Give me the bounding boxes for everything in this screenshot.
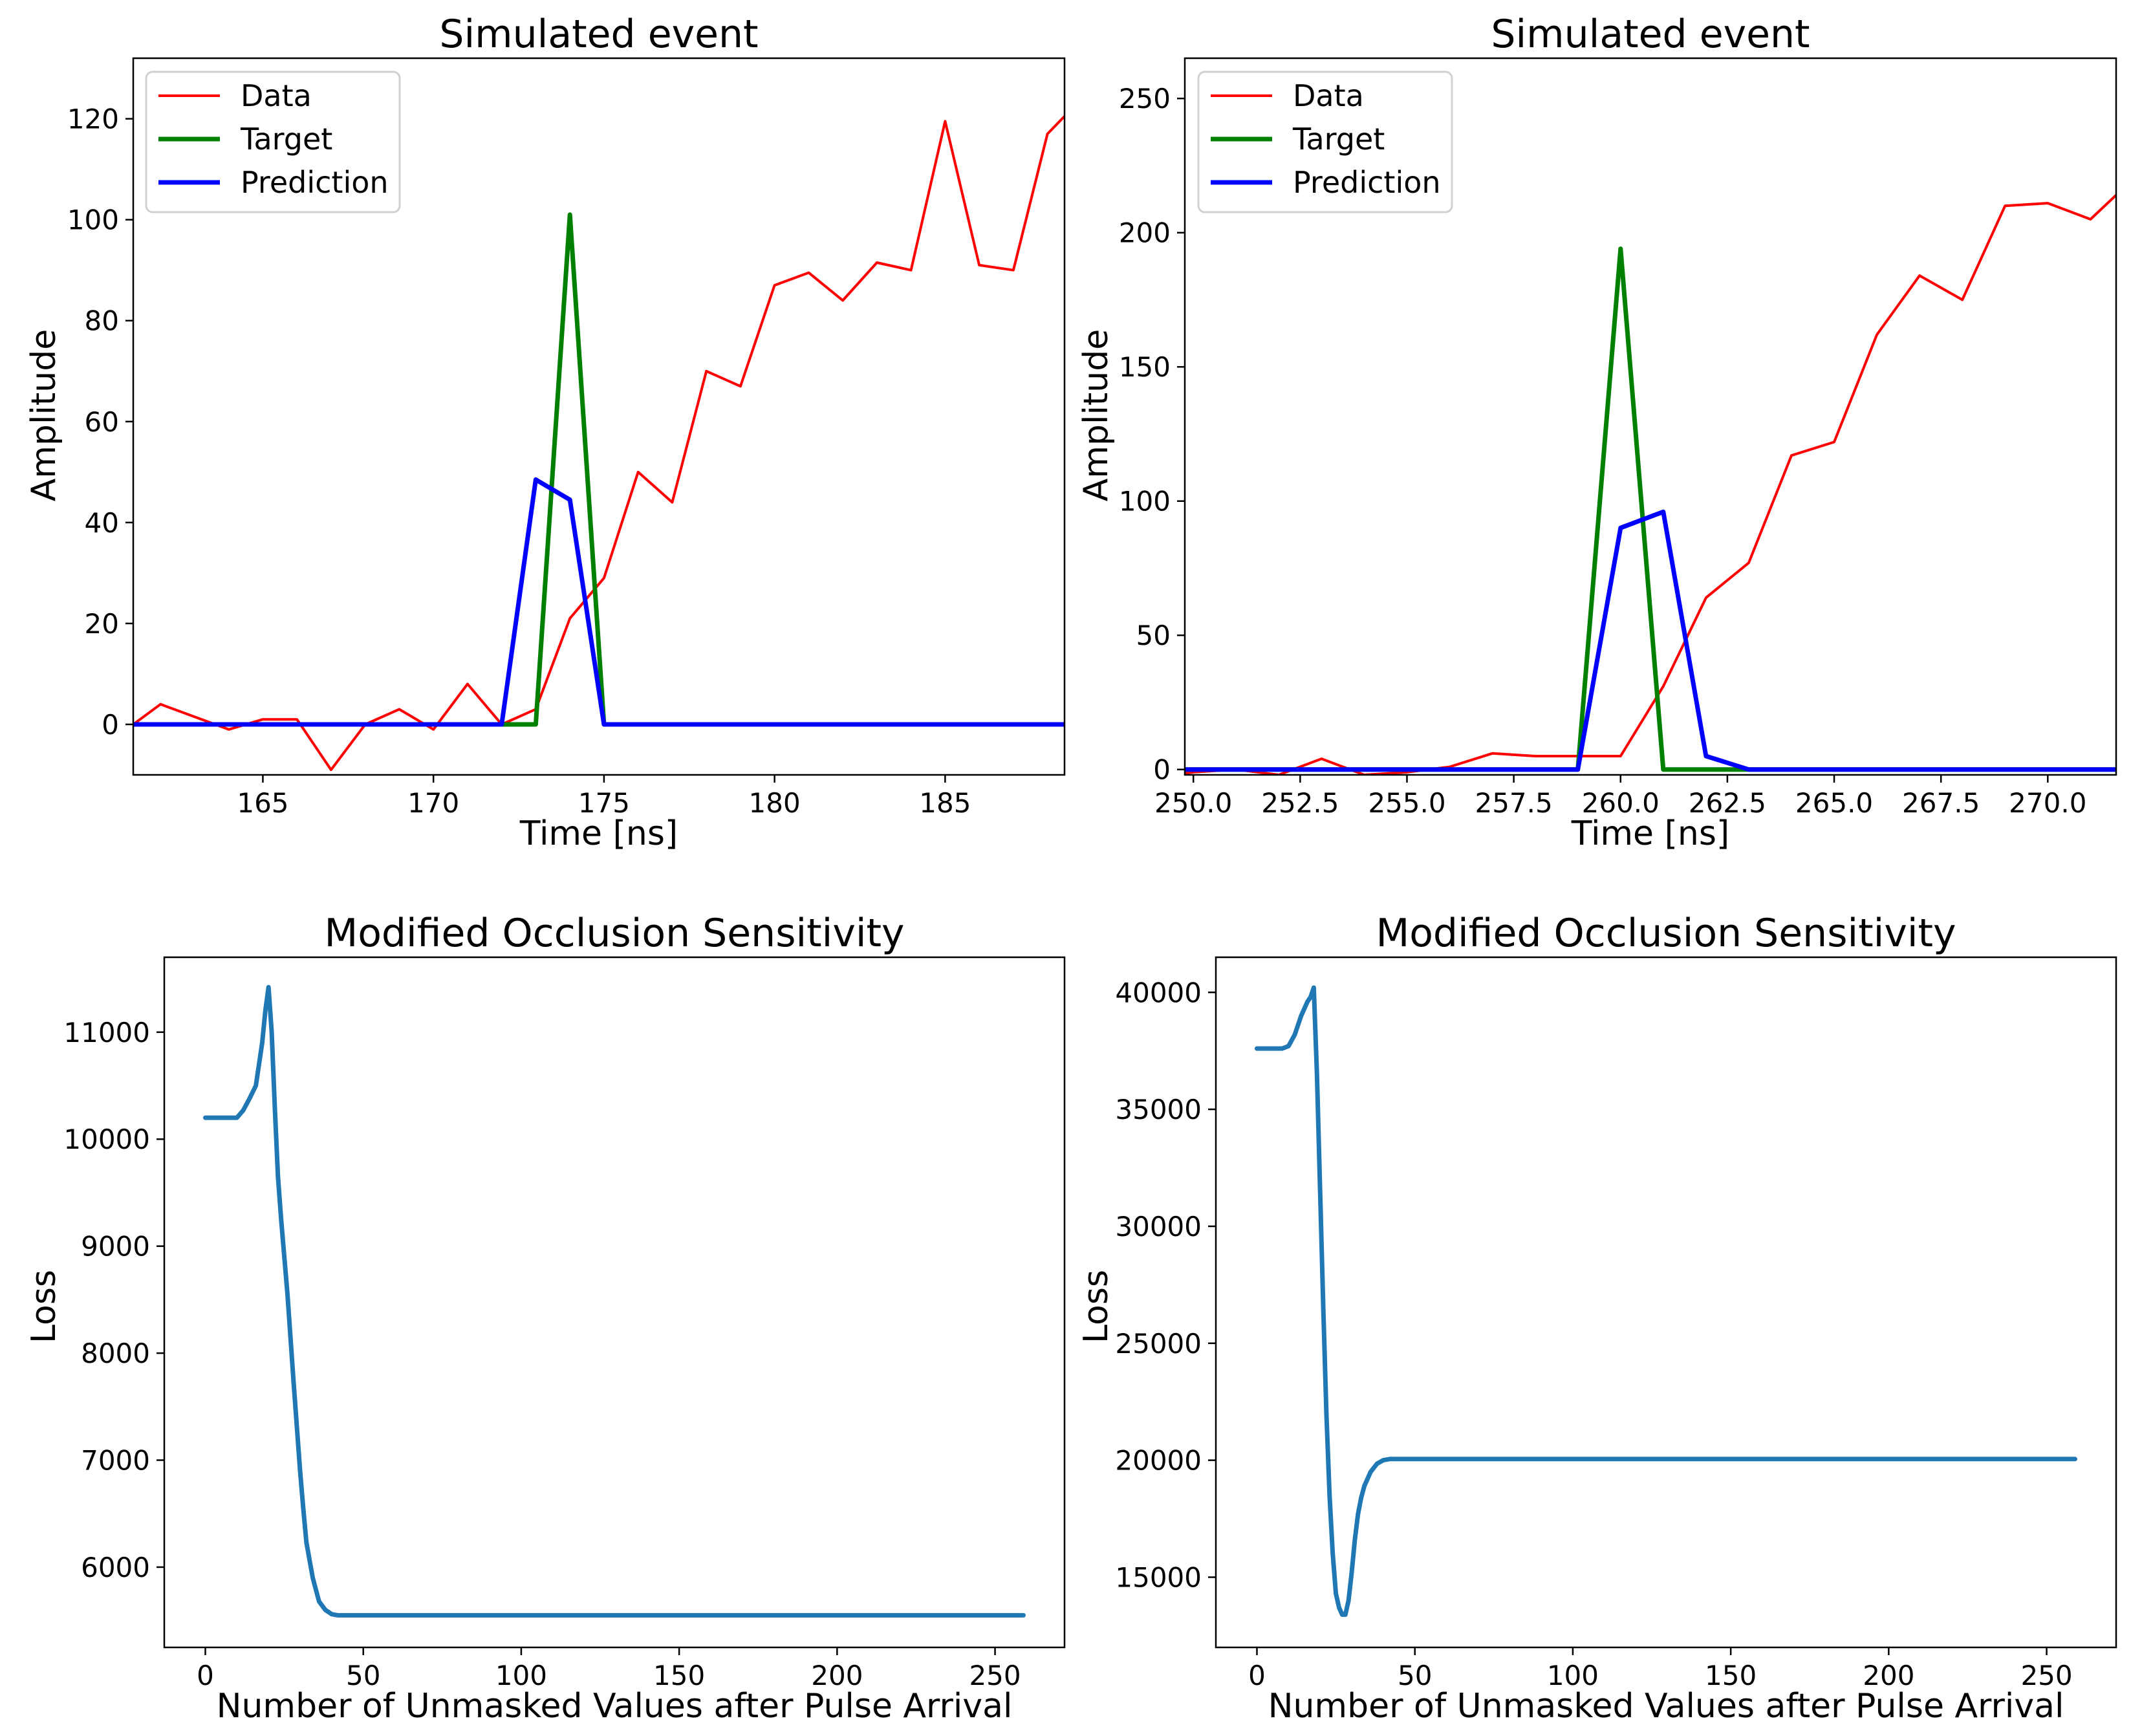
x-tick-label: 50 bbox=[346, 1660, 380, 1691]
x-tick-label: 250.0 bbox=[1154, 787, 1232, 819]
axes-frame bbox=[1215, 956, 2117, 1649]
y-axis-label: Amplitude bbox=[25, 329, 63, 501]
chart-bottom-right: Modified Occlusion Sensitivity 0 50 100 150… bbox=[1077, 911, 2117, 1726]
chart-title: Modified Occlusion Sensitivity bbox=[324, 911, 904, 956]
y-tick-label: 20000 bbox=[1115, 1445, 1202, 1477]
y-axis-label: Loss bbox=[25, 1270, 63, 1343]
legend: Data Target Prediction bbox=[145, 71, 401, 213]
legend-label-target: Target bbox=[1292, 122, 1385, 157]
x-axis-label: Number of Unmasked Values after Pulse Ar… bbox=[217, 1687, 1013, 1726]
y-axis-label: Loss bbox=[1077, 1270, 1116, 1343]
y-tick-label: 15000 bbox=[1115, 1561, 1202, 1593]
y-tick-label: 150 bbox=[1119, 351, 1171, 383]
y-tick-label: 0 bbox=[1153, 754, 1171, 786]
y-tick-label: 11000 bbox=[63, 1017, 150, 1048]
legend-label-data: Data bbox=[1293, 78, 1364, 113]
series-line-prediction bbox=[1185, 509, 2116, 772]
x-tick-label: 150 bbox=[1705, 1660, 1757, 1691]
y-tick-label: 40 bbox=[85, 507, 119, 539]
x-tick-label: 257.5 bbox=[1475, 787, 1552, 819]
x-axis-label: Time [ns] bbox=[519, 814, 678, 853]
y-tick-label: 10000 bbox=[63, 1123, 150, 1155]
x-tick-label: 250 bbox=[2020, 1660, 2072, 1691]
y-tick-label: 25000 bbox=[1115, 1328, 1202, 1360]
x-tick-label: 50 bbox=[1398, 1660, 1432, 1691]
legend-box bbox=[145, 71, 401, 213]
chart-title: Simulated event bbox=[439, 12, 758, 57]
series-group bbox=[133, 114, 1065, 772]
y-tick-label: 60 bbox=[85, 406, 119, 438]
legend-box bbox=[1197, 71, 1453, 213]
legend-label-prediction: Prediction bbox=[241, 165, 389, 200]
series-line-data bbox=[133, 114, 1065, 772]
y-tick-label: 200 bbox=[1119, 217, 1171, 249]
x-tick-label: 267.5 bbox=[1902, 787, 1980, 819]
legend-label-target: Target bbox=[240, 122, 332, 157]
x-tick-label: 200 bbox=[1863, 1660, 1914, 1691]
x-axis-label: Time [ns] bbox=[1571, 814, 1729, 853]
series-line-loss bbox=[1255, 985, 2077, 1617]
x-tick-label: 185 bbox=[919, 787, 971, 819]
series-line-loss bbox=[203, 984, 1026, 1618]
plot-area: 250.0 252.5 255.0 257.5 260.0 262.5 265.0 267.5… bbox=[1119, 57, 2117, 819]
chart-title: Simulated event bbox=[1491, 12, 1810, 57]
chart-bottom-left: Modified Occlusion Sensitivity 0 50 100 150… bbox=[25, 911, 1066, 1726]
x-tick-label: 170 bbox=[407, 787, 459, 819]
series-group bbox=[203, 984, 1026, 1618]
axes-frame bbox=[163, 956, 1066, 1649]
series-group bbox=[1255, 985, 2077, 1617]
y-tick-label: 35000 bbox=[1115, 1094, 1202, 1125]
series-line-prediction bbox=[133, 477, 1065, 727]
y-tick-label: 40000 bbox=[1115, 977, 1202, 1008]
x-tick-label: 0 bbox=[1248, 1660, 1266, 1691]
axes-frame bbox=[1184, 57, 2117, 776]
x-tick-label: 250 bbox=[969, 1660, 1021, 1691]
x-tick-label: 175 bbox=[578, 787, 630, 819]
y-tick-label: 250 bbox=[1119, 83, 1171, 114]
x-tick-label: 260.0 bbox=[1582, 787, 1660, 819]
y-axis-label: Amplitude bbox=[1077, 329, 1116, 501]
x-tick-label: 165 bbox=[237, 787, 288, 819]
y-tick-label: 100 bbox=[67, 204, 119, 236]
y-tick-label: 8000 bbox=[81, 1338, 150, 1369]
x-tick-label: 252.5 bbox=[1261, 787, 1339, 819]
series-line-data bbox=[1185, 193, 2116, 775]
legend: Data Target Prediction bbox=[1197, 71, 1453, 213]
chart-top-right: Simulated event 250.0 252.5 255.0 257.5 260.… bbox=[1077, 12, 2117, 853]
y-tick-label: 0 bbox=[102, 709, 119, 741]
y-tick-label: 7000 bbox=[81, 1445, 150, 1477]
axes-frame bbox=[132, 57, 1066, 776]
x-tick-label: 100 bbox=[1547, 1660, 1599, 1691]
series-group bbox=[1185, 193, 2116, 775]
y-tick-label: 100 bbox=[1119, 486, 1171, 517]
x-tick-label: 265.0 bbox=[1795, 787, 1873, 819]
x-tick-label: 150 bbox=[653, 1660, 705, 1691]
plot-area: 0 50 100 150 200 250 6000 7000 8000 9000 10000 1100… bbox=[63, 956, 1066, 1691]
y-tick-label: 30000 bbox=[1115, 1211, 1202, 1242]
y-tick-label: 80 bbox=[85, 305, 119, 337]
plot-area: 0 50 100 150 200 250 15000 20000 25000 30000 35000… bbox=[1115, 956, 2117, 1691]
y-tick-label: 6000 bbox=[81, 1552, 150, 1583]
y-tick-label: 50 bbox=[1136, 620, 1171, 651]
x-tick-label: 270.0 bbox=[2009, 787, 2086, 819]
chart-top-left: Simulated event 165 170 175 180 185 0 20 40 60 80… bbox=[25, 12, 1066, 853]
chart-title: Modified Occlusion Sensitivity bbox=[1376, 911, 1956, 956]
x-tick-label: 0 bbox=[197, 1660, 214, 1691]
x-tick-label: 262.5 bbox=[1689, 787, 1766, 819]
y-tick-label: 9000 bbox=[81, 1231, 150, 1263]
x-tick-label: 180 bbox=[749, 787, 801, 819]
plot-area: 165 170 175 180 185 0 20 40 60 80 100 120 bbox=[67, 57, 1066, 819]
y-tick-label: 120 bbox=[67, 103, 119, 135]
x-tick-label: 255.0 bbox=[1368, 787, 1445, 819]
x-tick-label: 200 bbox=[811, 1660, 863, 1691]
legend-label-data: Data bbox=[241, 78, 312, 113]
x-axis-label: Number of Unmasked Values after Pulse Ar… bbox=[1268, 1687, 2064, 1726]
x-tick-label: 100 bbox=[495, 1660, 547, 1691]
legend-label-prediction: Prediction bbox=[1293, 165, 1441, 200]
y-tick-label: 20 bbox=[85, 608, 119, 640]
